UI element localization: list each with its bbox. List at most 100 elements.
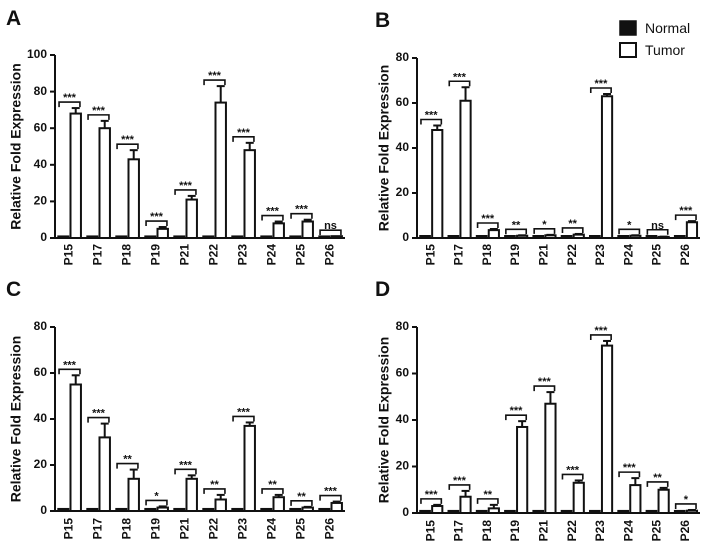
bar-normal-p21 [173,507,186,512]
bar-tumor-p23 [600,344,614,514]
significance-label-p24: *** [623,462,637,474]
bar-tumor-p22 [214,498,227,512]
x-tick-label-p22: P22 [207,244,221,266]
significance-bracket-p25 [290,212,313,219]
significance-label-p23: *** [237,406,251,418]
significance-label-p15: *** [425,110,439,122]
significance-bracket-p26 [674,503,697,509]
bar-normal-p15 [419,235,431,239]
x-tick-label-p18: P18 [120,244,134,266]
significance-label-p18: ** [123,454,132,466]
bar-normal-p21 [173,235,186,239]
y-axis-title: Relative Fold Expression [376,337,392,504]
significance-bracket-p18 [116,143,139,150]
significance-label-p25: ** [297,491,306,503]
y-tick-label: 20 [396,459,410,473]
significance-bracket-p25 [290,500,313,506]
bar-tumor-p17 [459,99,472,239]
significance-label-p17: *** [453,475,467,487]
x-tick-label-p21: P21 [178,518,192,540]
x-tick-label-p26: P26 [678,244,692,266]
y-axis-title: Relative Fold Expression [376,65,392,232]
significance-bracket-p25 [646,228,669,235]
x-tick-label-p26: P26 [323,518,337,540]
bar-tumor-p18 [487,507,500,515]
x-tick-label-p22: P22 [565,244,579,266]
y-tick-label: 100 [27,47,47,61]
significance-bracket-p26 [319,494,342,501]
bar-tumor-p17 [98,127,111,239]
significance-label-p21: *** [179,180,193,192]
significance-bracket-p24 [618,228,641,235]
legend-label-tumor: Tumor [645,42,685,58]
bar-normal-p26 [673,509,686,514]
significance-label-p24: ** [268,479,277,491]
x-tick-label-p17: P17 [91,518,105,540]
significance-bracket-p22 [561,227,584,233]
bar-normal-p25 [289,507,302,512]
y-tick-label: 40 [396,140,410,154]
y-tick-label: 40 [34,157,48,171]
bar-normal-p19 [504,509,516,514]
significance-label-p22: ** [568,218,577,230]
significance-bracket-p24 [261,214,284,221]
y-tick-label: 0 [402,505,409,519]
x-tick-label-p18: P18 [480,520,494,542]
bar-tumor-p19 [156,227,169,240]
bar-normal-p17 [86,235,99,239]
bar-normal-p21 [532,509,545,514]
x-tick-label-p26: P26 [678,520,692,542]
y-tick-label: 60 [34,120,48,134]
bar-tumor-p24 [272,222,285,240]
bar-normal-p15 [419,509,431,514]
bar-normal-p25 [645,509,658,514]
bar-tumor-p21 [185,198,198,240]
panel-letter: B [375,9,390,32]
bar-normal-p17 [447,235,460,239]
x-tick-label-p17: P17 [452,244,466,266]
bar-tumor-p22 [572,233,585,239]
bar-normal-p24 [617,235,630,239]
bar-normal-p23 [589,509,601,514]
x-tick-label-p15: P15 [423,520,437,542]
legend-swatch-normal [619,20,637,36]
significance-label-p22: ** [210,479,219,491]
bar-normal-p19 [144,507,157,512]
bar-normal-p17 [86,507,99,512]
bar-normal-p22 [202,507,215,512]
bar-tumor-p18 [487,229,500,239]
x-tick-label-p18: P18 [120,518,134,540]
bar-normal-p18 [475,509,488,514]
bar-tumor-p23 [600,95,614,239]
significance-label-p19: *** [510,405,524,417]
bar-normal-p26 [673,235,686,239]
y-tick-label: 60 [34,365,48,379]
significance-label-p18: *** [121,134,135,146]
y-axis-title: Relative Fold Expression [8,63,24,230]
x-tick-label-p24: P24 [265,244,279,266]
significance-bracket-p19 [505,414,528,421]
significance-bracket-p15 [420,118,443,125]
significance-bracket-p15 [58,101,81,108]
bar-normal-p21 [532,235,545,239]
bar-normal-p23 [231,235,244,239]
bar-tumor-p15 [431,505,444,514]
significance-bracket-p26 [319,229,342,236]
significance-label-p18: *** [481,213,495,225]
x-tick-label-p23: P23 [236,244,250,266]
significance-label-p21: *** [538,376,552,388]
significance-label-p15: *** [63,92,77,104]
y-tick-label: 80 [34,84,48,98]
bar-tumor-p25 [301,220,314,239]
x-tick-label-p25: P25 [294,244,308,266]
significance-bracket-p22 [203,79,226,86]
bar-tumor-p25 [301,506,314,512]
significance-label-p23: *** [595,78,609,90]
x-tick-label-p19: P19 [508,244,522,266]
significance-bracket-p15 [58,368,81,375]
significance-label-p22: *** [566,464,580,476]
bar-tumor-p15 [69,383,82,512]
bar-normal-p26 [318,235,331,239]
